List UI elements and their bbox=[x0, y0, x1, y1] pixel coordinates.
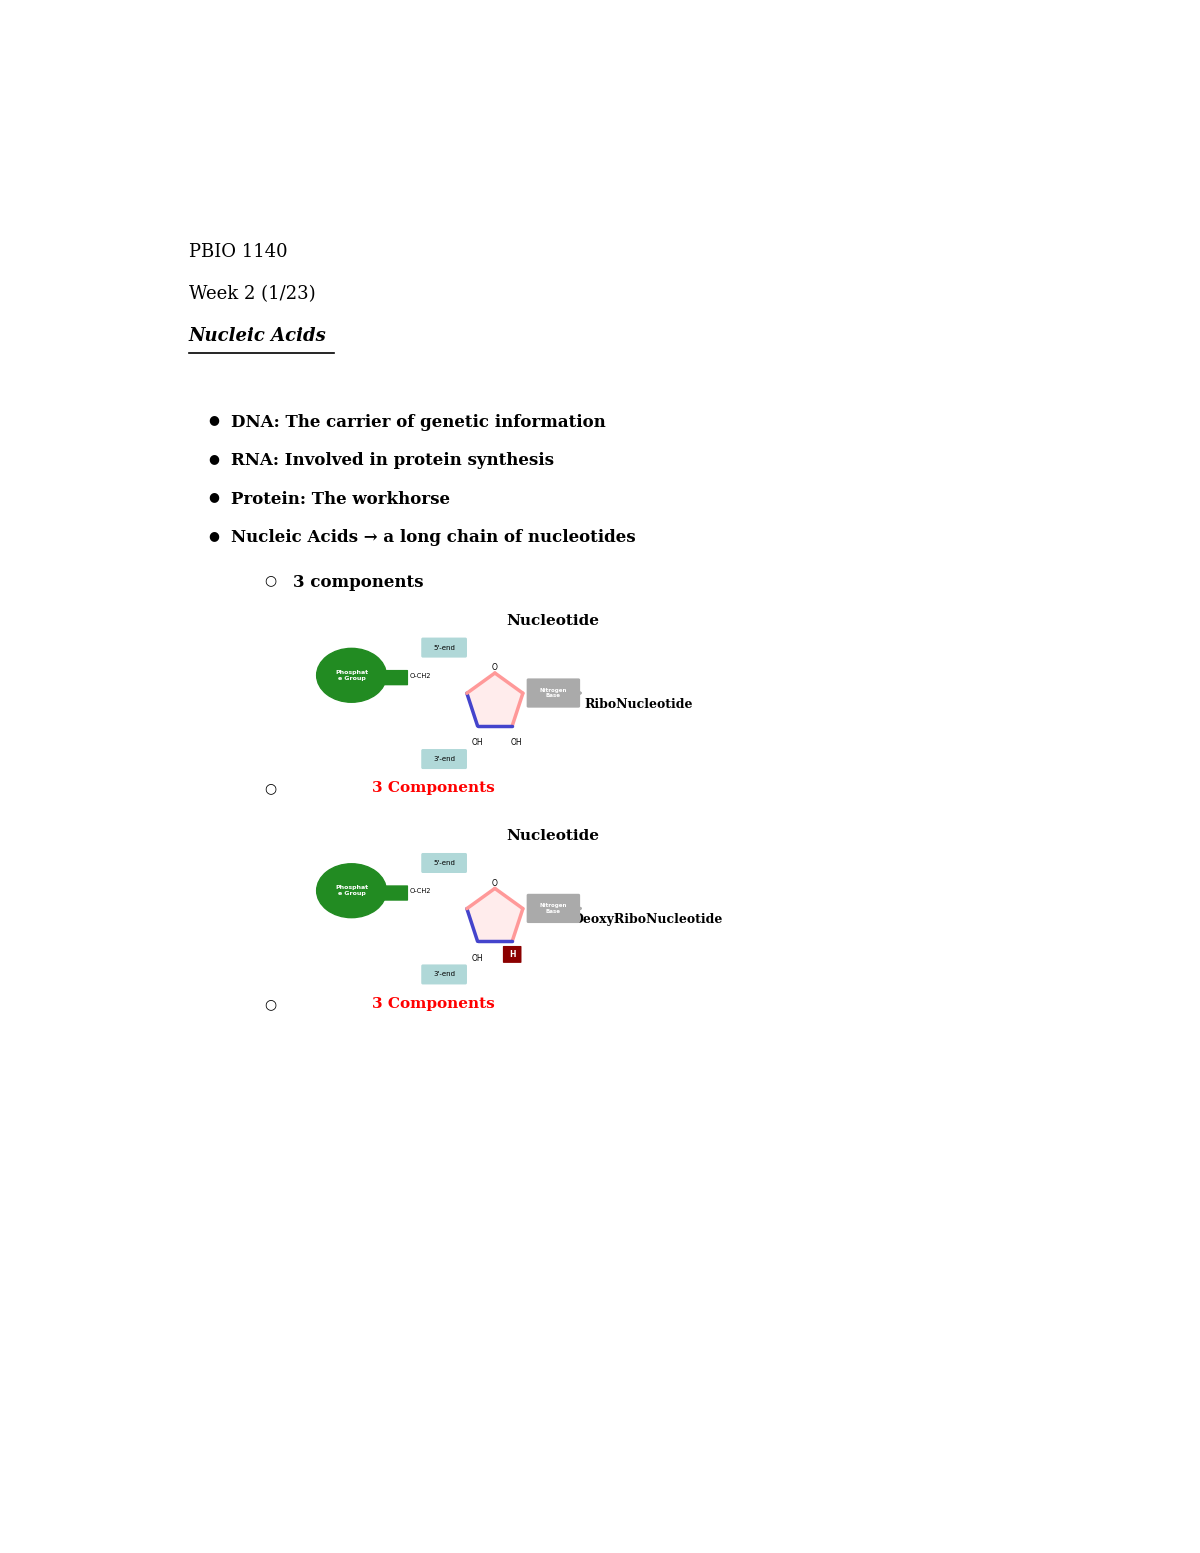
FancyBboxPatch shape bbox=[383, 885, 408, 901]
Text: ●: ● bbox=[208, 452, 218, 464]
Text: Phosphat
e Group: Phosphat e Group bbox=[335, 669, 368, 680]
Text: PBIO 1140: PBIO 1140 bbox=[188, 242, 287, 261]
FancyBboxPatch shape bbox=[421, 853, 467, 873]
Text: O-CH2: O-CH2 bbox=[409, 672, 431, 679]
Text: ○: ○ bbox=[264, 997, 276, 1011]
Text: ○: ○ bbox=[264, 573, 276, 587]
Text: Nucleic Acids: Nucleic Acids bbox=[188, 328, 326, 345]
Text: ●: ● bbox=[208, 530, 218, 542]
Text: 3 components: 3 components bbox=[293, 573, 424, 590]
Text: 5'-end: 5'-end bbox=[433, 644, 455, 651]
Text: DNA: The carrier of genetic information: DNA: The carrier of genetic information bbox=[232, 413, 606, 430]
Text: 3'-end: 3'-end bbox=[433, 972, 455, 977]
Text: Nitrogen
Base: Nitrogen Base bbox=[540, 902, 568, 913]
Text: 3 Components: 3 Components bbox=[372, 997, 494, 1011]
Text: Nitrogen
Base: Nitrogen Base bbox=[540, 688, 568, 699]
Text: OH: OH bbox=[510, 738, 522, 747]
Text: Protein: The workhorse: Protein: The workhorse bbox=[232, 491, 450, 508]
Text: Phosphat
e Group: Phosphat e Group bbox=[335, 885, 368, 896]
Text: O: O bbox=[492, 879, 498, 887]
FancyBboxPatch shape bbox=[421, 749, 467, 769]
Text: Week 2 (1/23): Week 2 (1/23) bbox=[188, 284, 316, 303]
Text: H: H bbox=[509, 950, 516, 958]
Text: DeoxyRiboNucleotide: DeoxyRiboNucleotide bbox=[572, 913, 722, 927]
Text: RNA: Involved in protein synthesis: RNA: Involved in protein synthesis bbox=[232, 452, 554, 469]
Text: Nucleotide: Nucleotide bbox=[506, 613, 600, 627]
Text: O-CH2: O-CH2 bbox=[409, 888, 431, 895]
FancyBboxPatch shape bbox=[383, 669, 408, 685]
Ellipse shape bbox=[317, 648, 386, 702]
Text: OH: OH bbox=[472, 954, 484, 963]
Text: OH: OH bbox=[472, 738, 484, 747]
Polygon shape bbox=[467, 888, 523, 941]
Text: ●: ● bbox=[208, 413, 218, 427]
Text: Nucleotide: Nucleotide bbox=[506, 829, 600, 843]
FancyBboxPatch shape bbox=[527, 679, 580, 708]
Text: ○: ○ bbox=[264, 781, 276, 795]
Text: RiboNucleotide: RiboNucleotide bbox=[584, 697, 692, 711]
Text: 5'-end: 5'-end bbox=[433, 860, 455, 867]
Polygon shape bbox=[467, 672, 523, 725]
Text: 3 Components: 3 Components bbox=[372, 781, 494, 795]
Text: O: O bbox=[492, 663, 498, 672]
FancyBboxPatch shape bbox=[421, 964, 467, 985]
FancyBboxPatch shape bbox=[527, 895, 580, 922]
Text: 3'-end: 3'-end bbox=[433, 756, 455, 763]
Text: ●: ● bbox=[208, 491, 218, 503]
Text: Nucleic Acids → a long chain of nucleotides: Nucleic Acids → a long chain of nucleoti… bbox=[232, 530, 636, 547]
Ellipse shape bbox=[317, 863, 386, 918]
FancyBboxPatch shape bbox=[421, 638, 467, 657]
FancyBboxPatch shape bbox=[503, 946, 522, 963]
